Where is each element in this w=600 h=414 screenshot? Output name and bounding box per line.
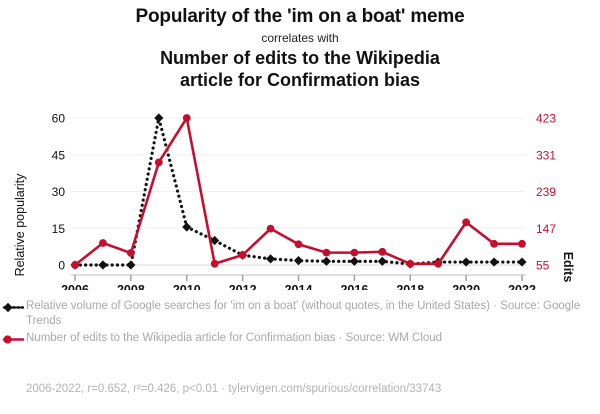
x-tick-label: 2006 — [61, 283, 89, 290]
secondary-title-line1: Number of edits to the Wikipedia — [160, 48, 440, 68]
y-tick-right: 423 — [536, 112, 556, 126]
data-point-1 — [126, 249, 135, 257]
legend-item-wikipedia: Number of edits to the Wikipedia article… — [0, 331, 600, 346]
black-diamond-dotted-icon — [2, 302, 24, 313]
title-connector: correlates with — [261, 31, 339, 45]
x-tick-label: 2014 — [285, 283, 313, 290]
legend-label-google: Relative volume of Google searches for '… — [26, 300, 581, 327]
y-tick-right: 55 — [536, 259, 550, 273]
x-tick-label: 2008 — [117, 283, 145, 290]
data-point-0 — [377, 256, 387, 266]
y-tick-left: 0 — [58, 259, 65, 273]
data-point-0 — [489, 257, 499, 267]
page-title: Popularity of the 'im on a boat' meme — [135, 6, 465, 27]
data-point-1 — [322, 248, 331, 257]
y-tick-right: 239 — [536, 185, 556, 199]
legend-label-wikipedia: Number of edits to the Wikipedia article… — [26, 332, 443, 344]
data-point-1 — [518, 239, 526, 248]
data-point-0 — [293, 255, 304, 266]
y-tick-left: 45 — [52, 148, 66, 162]
y-tick-left: 30 — [52, 185, 66, 199]
chart-footnote: 2006-2022, r=0.652, r²=0.426, p<0.01 · t… — [26, 383, 442, 395]
chart-legend: Relative volume of Google searches for '… — [0, 299, 600, 348]
data-point-1 — [406, 259, 415, 268]
data-point-1 — [266, 224, 275, 233]
red-circle-solid-icon — [2, 335, 24, 344]
secondary-title-line2: article for Confirmation bias — [179, 70, 421, 90]
data-point-1 — [238, 251, 247, 259]
data-point-1 — [154, 158, 163, 167]
y-tick-right: 331 — [536, 148, 556, 162]
x-tick-label: 2012 — [229, 283, 257, 290]
data-point-1 — [378, 247, 387, 256]
x-tick-label: 2018 — [396, 283, 424, 290]
data-point-1 — [462, 218, 471, 227]
legend-item-google: Relative volume of Google searches for '… — [0, 299, 600, 329]
secondary-title: Number of edits to the Wikipedia article… — [0, 47, 600, 91]
data-point-1 — [434, 259, 443, 268]
data-point-1 — [294, 240, 303, 249]
x-tick-label: 2016 — [340, 283, 368, 290]
y-axis-left-title: Relative popularity — [13, 173, 27, 277]
y-tick-left: 15 — [52, 222, 66, 236]
data-point-0 — [265, 254, 276, 264]
x-tick-label: 2020 — [452, 283, 480, 290]
data-point-0 — [98, 260, 108, 270]
data-point-1 — [490, 239, 498, 248]
data-point-1 — [182, 114, 191, 122]
data-point-0 — [210, 235, 220, 246]
correlation-line-chart: 0 15 30 45 60 55 147 239 331 423 2006 2008 2010 2012 2… — [52, 112, 557, 291]
plot-area: 0 15 30 45 60 55 147 239 331 423 2006 2008 2010 2012 2… — [0, 100, 600, 291]
x-tick-label: 2010 — [173, 283, 201, 290]
data-point-0 — [126, 260, 136, 270]
data-point-0 — [182, 222, 192, 232]
data-point-1 — [350, 248, 359, 257]
data-point-0 — [517, 257, 527, 267]
y-tick-right: 147 — [536, 222, 556, 236]
x-tick-label: 2022 — [508, 283, 536, 290]
y-tick-left: 60 — [52, 112, 66, 126]
data-point-0 — [349, 256, 359, 266]
data-point-1 — [210, 259, 219, 268]
data-point-1 — [99, 239, 107, 247]
data-point-0 — [461, 257, 471, 267]
data-point-0 — [321, 256, 332, 266]
data-point-1 — [71, 261, 79, 269]
data-point-0 — [154, 113, 164, 123]
